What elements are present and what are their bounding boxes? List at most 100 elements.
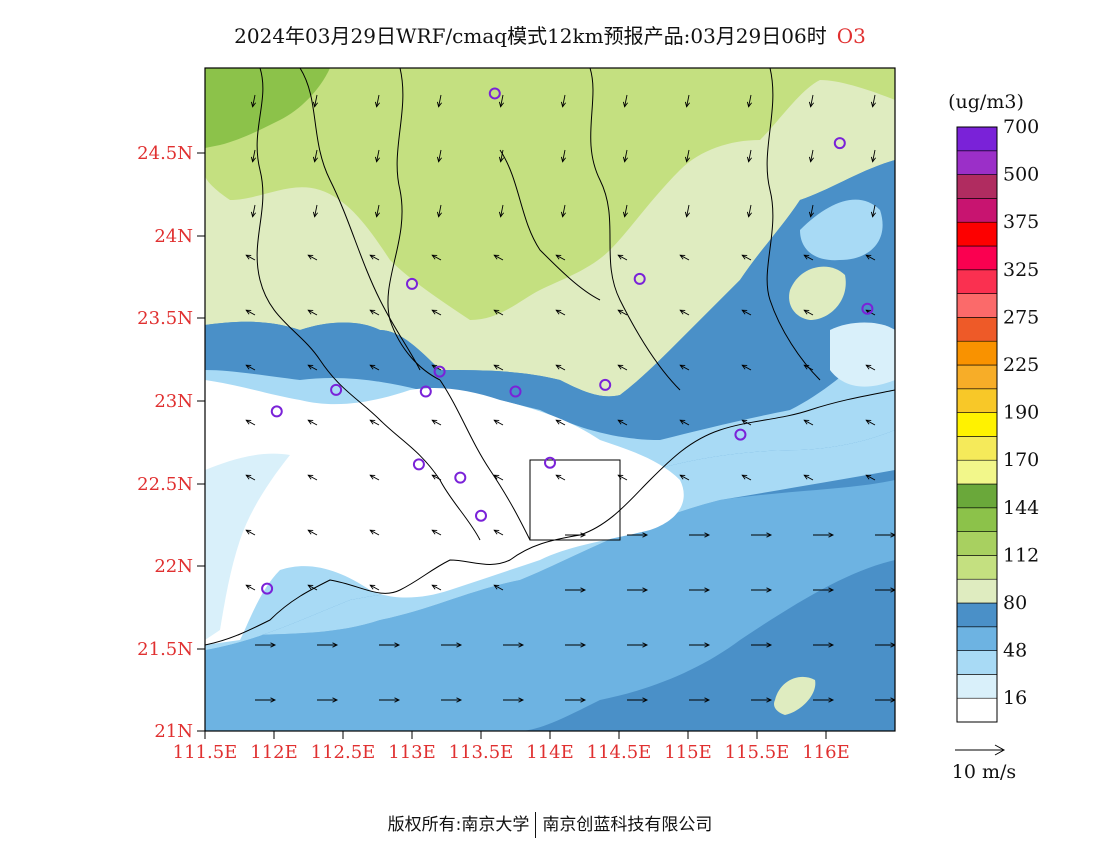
legend-swatch bbox=[956, 245, 998, 271]
wind-vector-head bbox=[493, 309, 500, 315]
wind-vector bbox=[804, 254, 814, 261]
wind-vector bbox=[500, 94, 504, 107]
lon-tick-label: 114E bbox=[526, 742, 574, 763]
legend-swatch bbox=[956, 174, 998, 199]
legend-swatch bbox=[956, 293, 998, 318]
wind-vector bbox=[804, 474, 814, 481]
copyright-footer: 版权所有:南京大学 南京创蓝科技有限公司 bbox=[0, 810, 1100, 838]
lat-tick-label: 23.5N bbox=[137, 308, 193, 329]
concentration-field bbox=[205, 68, 895, 731]
legend-swatch bbox=[956, 531, 998, 556]
species-label: O3 bbox=[836, 24, 866, 48]
lat-tick-label: 24.5N bbox=[137, 143, 193, 164]
city-border-6 bbox=[439, 379, 531, 541]
wind-vector bbox=[432, 309, 442, 316]
district-box bbox=[529, 459, 621, 541]
wind-vector-head bbox=[498, 211, 505, 218]
legend-swatch bbox=[956, 602, 998, 628]
wind-vector-head bbox=[374, 211, 381, 218]
wind-vector bbox=[680, 419, 690, 426]
legend-label: 700 bbox=[1003, 116, 1039, 138]
lon-tick-label: 115.5E bbox=[725, 742, 790, 763]
wind-vector-head bbox=[560, 156, 567, 163]
lat-tick-label: 21.5N bbox=[137, 639, 193, 660]
wind-vector bbox=[308, 254, 318, 261]
wind-vector bbox=[494, 419, 504, 426]
wind-vector-head bbox=[642, 532, 649, 538]
wind-vector-head bbox=[580, 642, 587, 648]
legend-swatch bbox=[956, 674, 998, 699]
wind-vector bbox=[618, 309, 628, 316]
wind-vector-head bbox=[865, 474, 872, 480]
wind-vector bbox=[438, 149, 442, 162]
wind-vector-head bbox=[684, 211, 691, 218]
wind-scale-arrowhead bbox=[994, 744, 1006, 756]
wind-vector-head bbox=[870, 211, 877, 218]
legend-swatch bbox=[956, 388, 998, 413]
wind-vector-head bbox=[307, 529, 314, 535]
wind-vector bbox=[432, 584, 442, 591]
legend-label: 80 bbox=[1003, 592, 1027, 614]
station-marker bbox=[270, 405, 283, 418]
wind-vector-head bbox=[431, 419, 438, 425]
wind-vector-head bbox=[250, 211, 257, 218]
wind-vector bbox=[556, 419, 566, 426]
wind-vector-head bbox=[555, 419, 562, 425]
wind-vector-head bbox=[617, 419, 624, 425]
wind-vector-head bbox=[245, 584, 252, 590]
wind-vector-head bbox=[679, 474, 686, 480]
wind-vector bbox=[370, 309, 380, 316]
wind-vector-head bbox=[374, 156, 381, 163]
wind-vector-head bbox=[555, 309, 562, 315]
wind-vector-head bbox=[493, 584, 500, 590]
wind-vector-head bbox=[518, 697, 525, 703]
legend-label: 170 bbox=[1003, 449, 1039, 471]
legend-swatch bbox=[956, 626, 998, 651]
wind-vector bbox=[562, 149, 566, 162]
wind-vector-head bbox=[679, 419, 686, 425]
wind-vector bbox=[866, 419, 876, 426]
wind-vector-head bbox=[493, 529, 500, 535]
wind-vector-head bbox=[865, 364, 872, 370]
wind-vector-head bbox=[245, 309, 252, 315]
wind-vector bbox=[680, 364, 690, 371]
wind-vector bbox=[370, 474, 380, 481]
station-markers bbox=[261, 87, 874, 595]
wind-vector-head bbox=[307, 309, 314, 315]
sea-island-green bbox=[774, 676, 816, 715]
wind-vector bbox=[500, 204, 504, 217]
wind-vector bbox=[246, 254, 256, 261]
wind-vector-head bbox=[741, 364, 748, 370]
wind-vector-head bbox=[828, 642, 835, 648]
wind-vector bbox=[748, 204, 752, 217]
wind-vector-head bbox=[493, 419, 500, 425]
wind-vector-head bbox=[394, 697, 401, 703]
land-yellow-green bbox=[205, 68, 895, 320]
wind-scale-label: 10 m/s bbox=[952, 761, 1016, 783]
wind-vector-head bbox=[828, 532, 835, 538]
wind-vector bbox=[252, 149, 256, 162]
station-marker bbox=[509, 385, 522, 398]
wind-vector-head bbox=[518, 642, 525, 648]
wind-vector-head bbox=[704, 642, 711, 648]
wind-vector-head bbox=[870, 101, 877, 108]
wind-vector bbox=[314, 149, 318, 162]
wind-vector-head bbox=[436, 156, 443, 163]
wind-vector bbox=[748, 149, 752, 162]
wind-vector-head bbox=[369, 309, 376, 315]
sea-band-light bbox=[205, 480, 895, 731]
station-marker bbox=[488, 87, 501, 100]
legend-swatch bbox=[956, 340, 998, 366]
wind-vector bbox=[438, 94, 442, 107]
copyright-owner: 版权所有:南京大学 bbox=[387, 815, 530, 835]
wind-vector bbox=[494, 474, 504, 481]
wind-vector-head bbox=[498, 156, 505, 163]
wind-vector-head bbox=[617, 364, 624, 370]
wind-vector-head bbox=[704, 532, 711, 538]
legend-label: 325 bbox=[1003, 259, 1039, 281]
wind-vector-head bbox=[766, 642, 773, 648]
wind-vector-head bbox=[741, 309, 748, 315]
wind-vector bbox=[680, 309, 690, 316]
station-marker bbox=[861, 302, 874, 315]
wind-vector bbox=[742, 364, 752, 371]
